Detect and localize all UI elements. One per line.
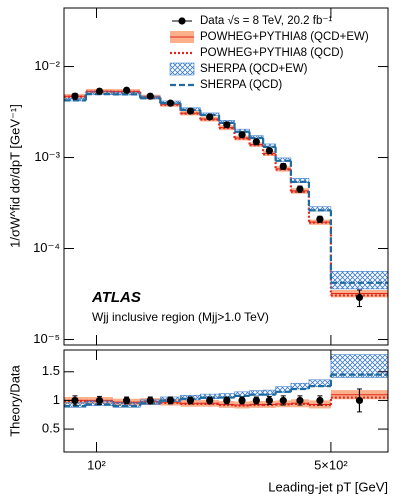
y-tick-label: 1 xyxy=(53,392,60,407)
data-point xyxy=(223,396,231,405)
legend-label: Data √s = 8 TeV, 20.2 fb⁻¹ xyxy=(200,14,332,27)
x-axis-label: Leading-jet pT [GeV] xyxy=(268,479,388,494)
legend-label: POWHEG+PYTHIA8 (QCD+EW) xyxy=(200,31,369,43)
legend-label: POWHEG+PYTHIA8 (QCD) xyxy=(200,47,344,59)
data-point xyxy=(146,92,154,100)
x-tick-label: 10² xyxy=(87,457,106,472)
data-point xyxy=(223,121,231,129)
legend-label: SHERPA (QCD+EW) xyxy=(200,63,308,75)
y-tick-label: 10⁻⁴ xyxy=(33,240,60,255)
plot-area xyxy=(64,86,388,308)
frame xyxy=(63,7,389,346)
data-point xyxy=(95,87,104,95)
y-tick-label: 10⁻⁵ xyxy=(33,331,60,346)
y-tick-label: 1.5 xyxy=(42,363,60,378)
data-point xyxy=(166,99,175,107)
data-point xyxy=(166,396,175,405)
frame xyxy=(63,349,389,453)
data-point xyxy=(296,185,304,193)
data-point xyxy=(238,396,246,405)
y-tick-label: 0.5 xyxy=(42,421,60,436)
data-point xyxy=(316,215,324,223)
data-point xyxy=(71,92,79,100)
data-point xyxy=(279,162,287,170)
data-point xyxy=(355,396,364,405)
x-tick-label: 5×10² xyxy=(314,457,348,472)
data-point xyxy=(186,107,195,115)
data-point xyxy=(316,396,324,405)
y-axis-label: 1/σW^fid dσ/dpT [GeV⁻¹] xyxy=(7,104,22,248)
data-point xyxy=(252,396,260,405)
data-point xyxy=(146,396,154,405)
legend-label: SHERPA (QCD) xyxy=(200,79,282,91)
data-point xyxy=(123,396,131,405)
data-point xyxy=(123,86,131,94)
y-tick-label: 10⁻³ xyxy=(34,149,60,164)
data-point xyxy=(296,396,304,405)
data-point xyxy=(265,396,273,405)
region-label: Wjj inclusive region (Mjj>1.0 TeV) xyxy=(92,310,269,324)
legend-symbol xyxy=(169,62,195,76)
atlas-label: ATLAS xyxy=(91,289,141,306)
data-point xyxy=(238,131,246,139)
ratio-y-axis-label: Theory/Data xyxy=(7,364,22,436)
data-point xyxy=(71,396,79,405)
data-point xyxy=(252,138,260,146)
hatched-band xyxy=(330,354,388,378)
plot-area xyxy=(64,354,388,413)
data-point xyxy=(355,293,364,302)
data-point xyxy=(95,396,104,405)
hatched-band xyxy=(262,143,276,148)
legend-symbol xyxy=(178,17,186,25)
hatched-band xyxy=(330,271,388,290)
data-point xyxy=(206,113,214,121)
data-point xyxy=(279,396,287,405)
data-point xyxy=(206,396,214,405)
data-point xyxy=(186,396,195,405)
y-tick-label: 10⁻² xyxy=(34,58,60,73)
data-point xyxy=(265,147,273,155)
